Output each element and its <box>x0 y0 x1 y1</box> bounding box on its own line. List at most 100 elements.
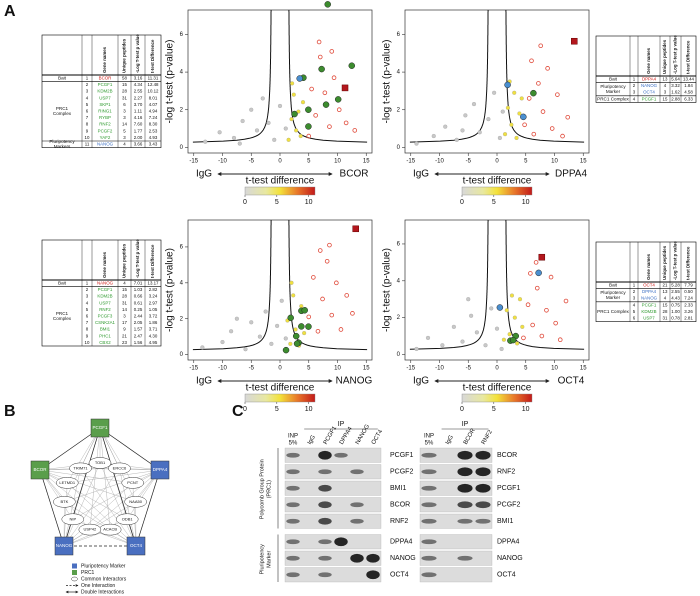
table-frame <box>41 34 162 148</box>
x-axis-label: t-test difference <box>463 383 532 394</box>
y-tick-label: 0 <box>180 145 184 151</box>
blot-strip <box>284 480 382 496</box>
interactor-label: TRIM71 <box>73 465 88 470</box>
x-tick-label: 5 <box>524 159 528 165</box>
point <box>249 320 254 325</box>
group-label: Pluripotency <box>49 139 75 144</box>
point <box>560 133 565 139</box>
table-cell: RYBP <box>99 115 111 120</box>
table-cell: 1.62 <box>671 90 680 95</box>
band <box>286 469 300 475</box>
band <box>366 570 380 580</box>
band <box>421 452 437 458</box>
band <box>286 502 300 508</box>
highlight-point <box>348 62 356 69</box>
band <box>421 572 437 578</box>
group-label: Complex <box>53 111 72 116</box>
point <box>509 293 515 298</box>
point <box>315 328 321 334</box>
interactor-label: TOB1 <box>95 460 106 465</box>
protein-row-label: PCGF1 <box>390 452 413 459</box>
table-cell: PCGF2 <box>98 128 113 133</box>
interactor-label: ERCC6 <box>113 465 127 470</box>
table-cell: 5.28 <box>671 282 680 287</box>
band <box>318 501 332 509</box>
table-cell: RNF2 <box>99 122 111 127</box>
x-tick-label: 10 <box>551 366 558 372</box>
highlight-point <box>305 323 312 330</box>
plot-frame <box>404 219 590 361</box>
group-label: Pluripotency <box>600 84 626 89</box>
table-cell: 11 <box>85 141 90 146</box>
point <box>519 96 524 101</box>
point <box>338 327 344 332</box>
plot-frame <box>404 9 590 154</box>
column-header: Unique peptides <box>122 38 127 73</box>
table-cell: PCGF1 <box>98 82 113 87</box>
point <box>254 128 260 133</box>
lane-label: DPPA4 <box>339 426 354 446</box>
table-cell: NANOG <box>97 280 114 285</box>
blot-strip <box>284 497 382 513</box>
control-label: IgG <box>196 169 212 180</box>
band <box>475 483 491 493</box>
table-cell: 0.50 <box>684 289 693 294</box>
blot-strip <box>419 567 493 583</box>
x-tick-label: -15 <box>406 159 415 165</box>
point <box>443 124 448 129</box>
point <box>414 346 419 351</box>
table-frame <box>41 239 162 347</box>
table-cell: 4 <box>86 300 89 305</box>
table-cell: 4.93 <box>149 135 158 140</box>
point <box>463 113 468 118</box>
highlight-point <box>293 340 301 347</box>
x-tick-label: -10 <box>218 159 227 165</box>
group-label: Bait <box>609 283 618 288</box>
point <box>300 100 306 105</box>
table-cell: 3.70 <box>134 102 143 107</box>
point <box>327 124 332 129</box>
legend-label: Pluripotency Marker <box>81 563 126 569</box>
point <box>515 341 520 346</box>
threshold-curve <box>192 10 272 143</box>
band <box>350 553 364 563</box>
point <box>260 96 265 101</box>
highlight-point <box>334 96 342 103</box>
colorbar-label: 0 <box>243 199 247 206</box>
x-tick-label: 10 <box>334 159 341 165</box>
colorbar-label: 5 <box>492 199 496 206</box>
interactor-label: PCNT <box>127 480 138 485</box>
band <box>334 452 348 458</box>
band <box>421 555 437 561</box>
band <box>286 555 300 561</box>
point <box>336 107 342 113</box>
protein-row-label: PCGF2 <box>497 502 520 509</box>
table-cell: 1.03 <box>134 287 143 292</box>
x-tick-label: 0 <box>495 366 499 372</box>
table-cell: 1.05 <box>149 307 158 312</box>
table-cell: 2.00 <box>134 135 143 140</box>
point <box>272 137 277 142</box>
lane-label: OCT4 <box>371 428 385 445</box>
point <box>507 332 512 337</box>
x-tick-label: 0 <box>278 159 282 165</box>
table-cell: 31 <box>122 95 127 100</box>
x-tick-label: 10 <box>334 366 341 372</box>
table-cell: 31 <box>122 300 127 305</box>
band <box>318 484 332 492</box>
table-cell: 3 <box>123 313 126 318</box>
table-cell: 13 <box>663 289 668 294</box>
highlight-point <box>318 65 325 73</box>
group-label: Marker <box>606 295 621 300</box>
table-cell: KDM2B <box>97 294 112 299</box>
lane-label: BCOR <box>463 427 477 446</box>
x-axis-label: t-test difference <box>463 176 532 187</box>
y-tick-label: 4 <box>180 280 184 286</box>
y-tick-label: 6 <box>397 242 401 248</box>
bait-point <box>571 37 578 45</box>
point <box>334 280 339 286</box>
lane-label: IgG <box>445 434 455 446</box>
legend-label: Common Interactors <box>81 576 127 582</box>
group-label: Bait <box>609 77 618 82</box>
